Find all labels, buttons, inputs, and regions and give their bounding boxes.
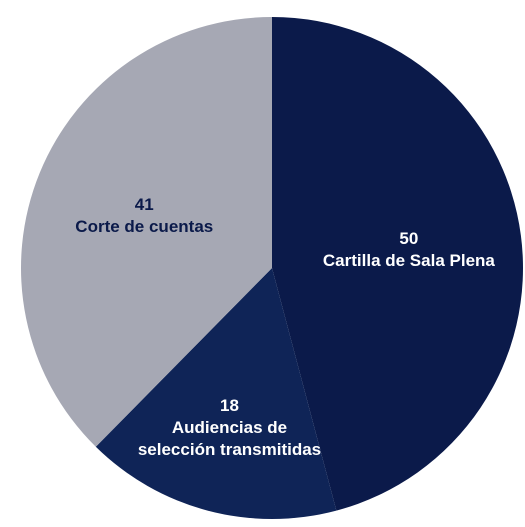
data-label: 41 Corte de cuentas [24,194,264,238]
data-label: 50 Cartilla de Sala Plena [289,228,525,272]
pie-slice [95,268,337,519]
data-label: 18 Audiencias de selección transmitidas [110,395,350,461]
pie-slice [272,17,524,511]
value-label: 50 [399,229,419,249]
pie-slice [21,17,273,447]
category-label: Cartilla de Sala Plena [322,251,495,271]
value-label: 41 [134,194,154,214]
value-label: 18 [220,396,239,416]
category-label: Corte de cuentas [75,216,214,236]
category-label: Audiencias de selección transmitidas [137,418,322,460]
